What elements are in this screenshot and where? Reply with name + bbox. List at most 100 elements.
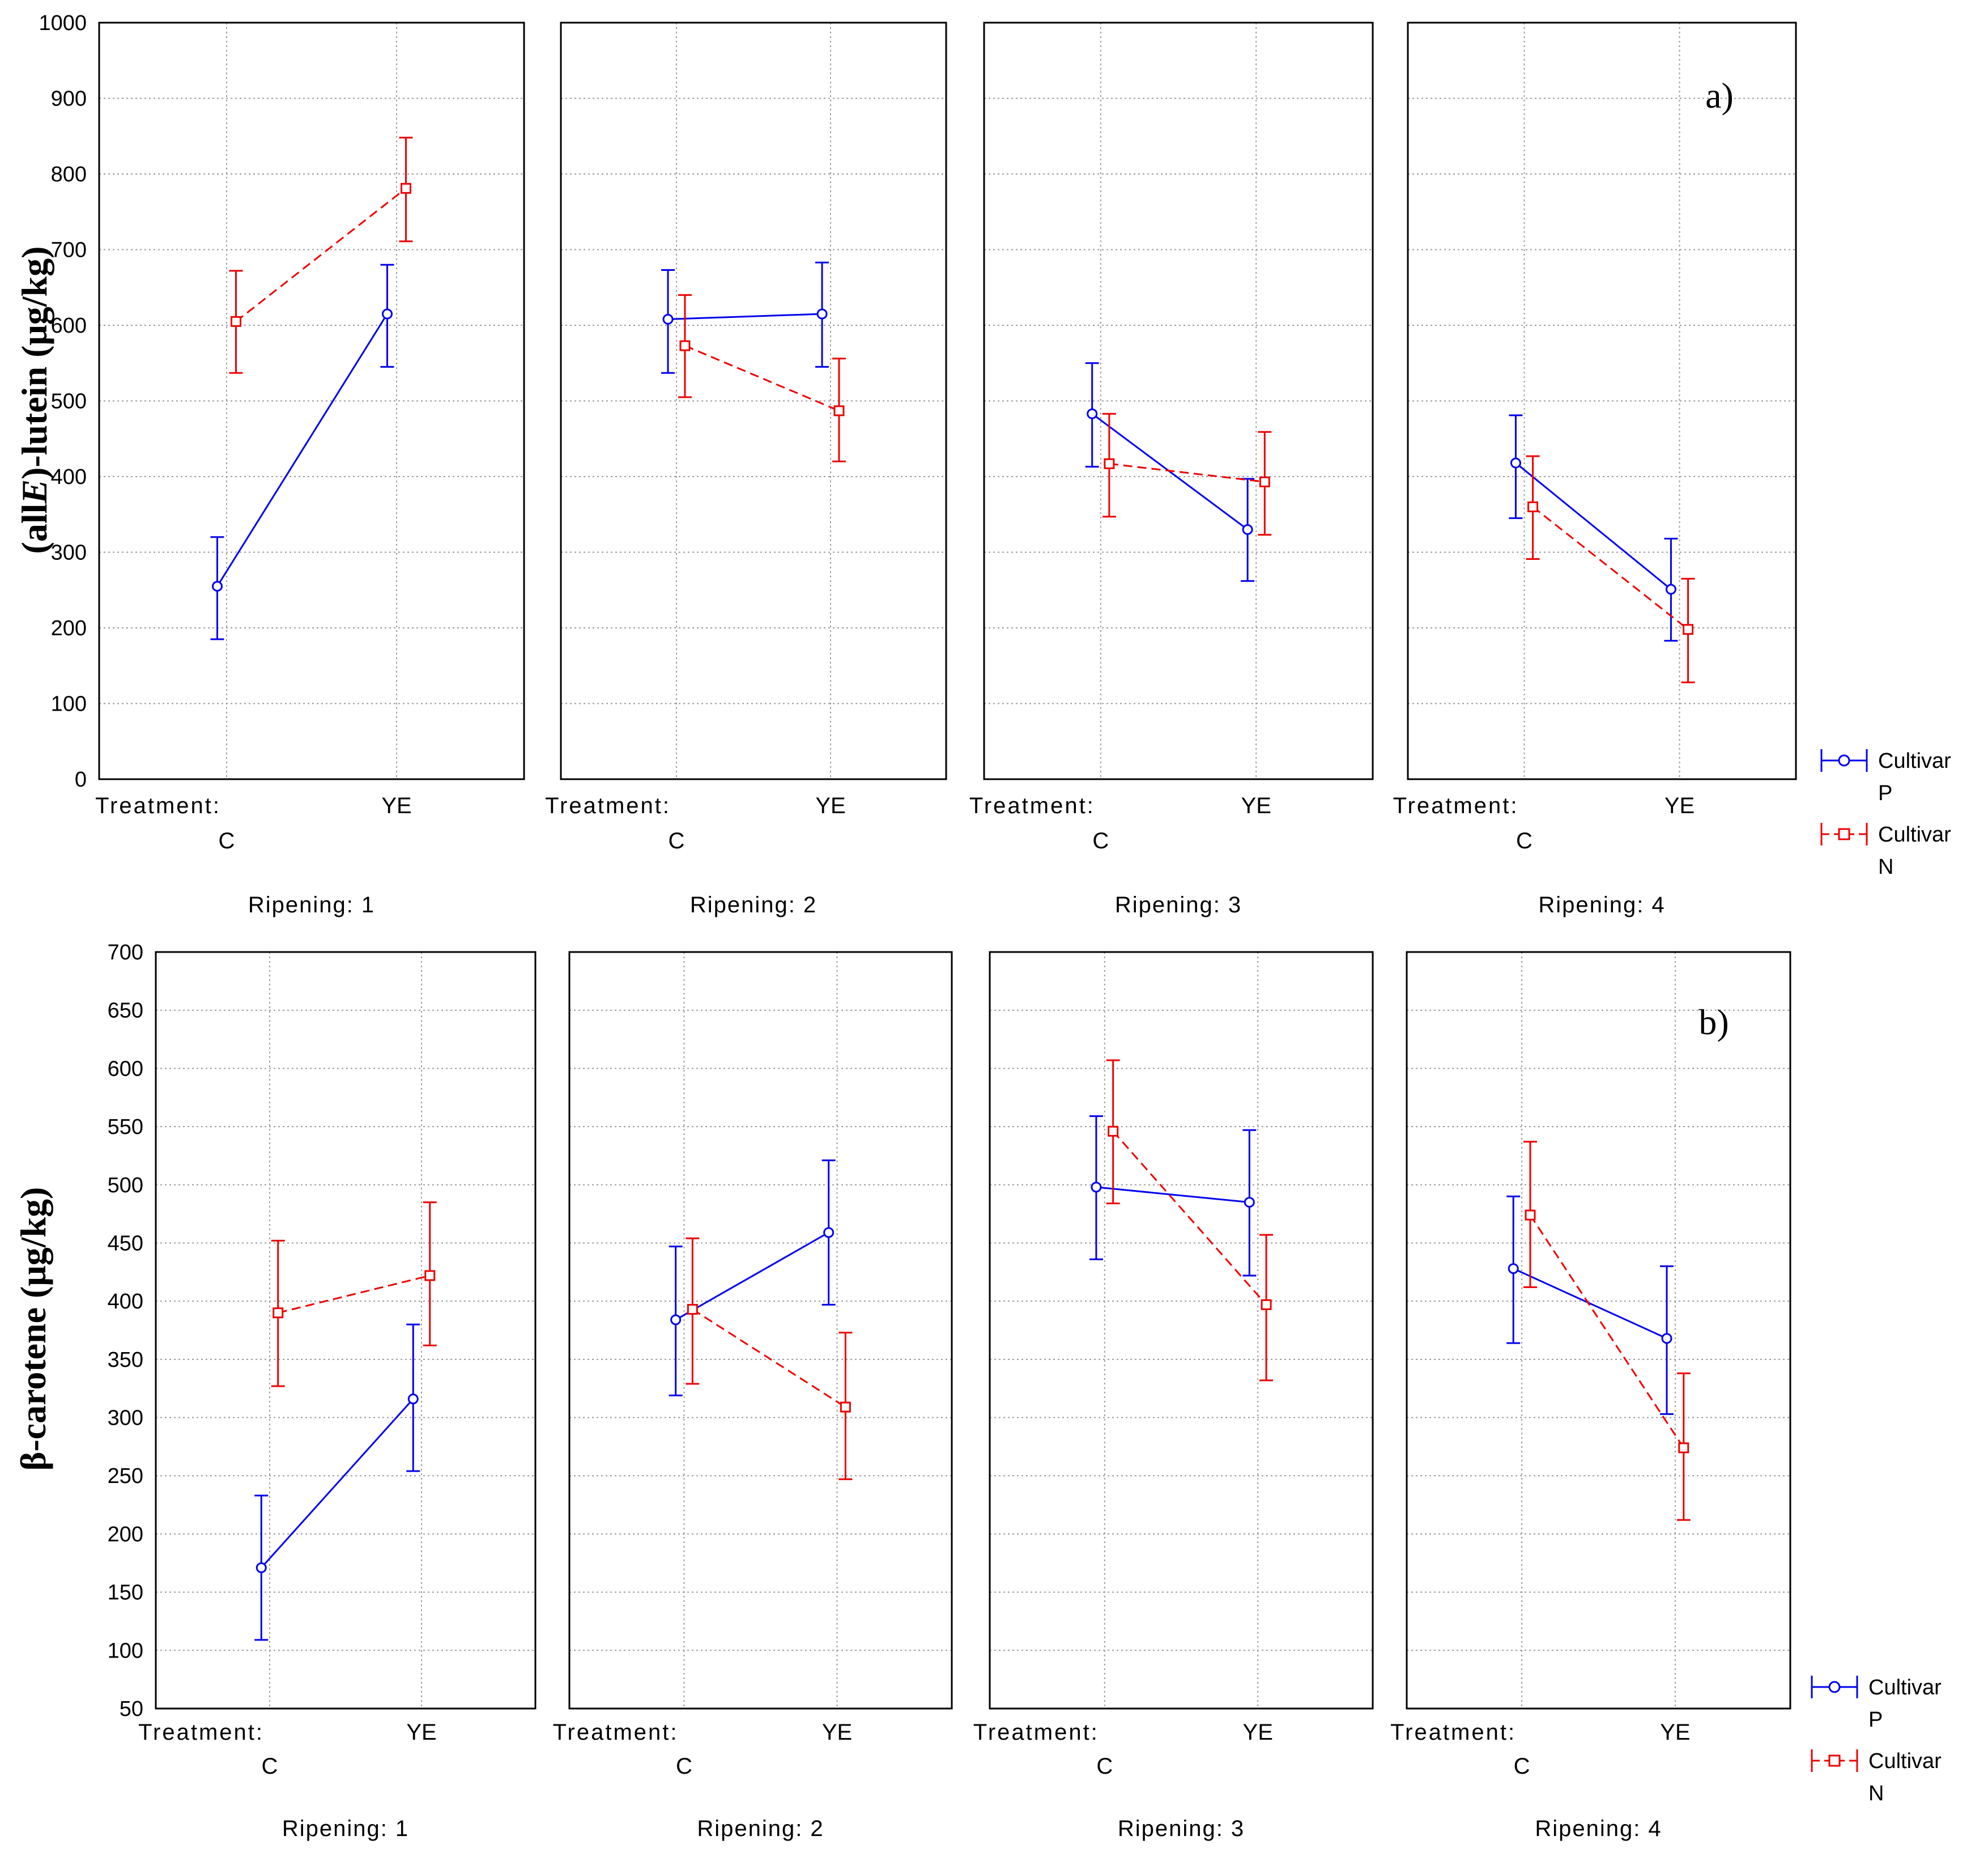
y-tick-label: 650 [108,999,143,1023]
panel-label: b) [1698,1002,1729,1042]
x-category-label: YE [815,793,845,818]
series-line-p [261,1398,414,1569]
data-point-cultivar-p [212,581,223,592]
data-point-cultivar-n [1259,476,1270,487]
data-point-cultivar-n [1261,1299,1272,1310]
x-category-label: C [676,1754,692,1779]
data-point-cultivar-p [823,1227,835,1238]
y-tick-label: 400 [51,465,87,489]
legend-marker [1838,754,1850,767]
y-tick-label: 50 [120,1697,143,1721]
series-line-n [1532,506,1689,630]
treatment-label: Treatment: [545,793,671,818]
data-point-cultivar-n [1678,1442,1689,1454]
y-axis-label: (allE)-lutein (μg/kg) [14,247,54,554]
panel-label: a) [1705,75,1734,116]
legend-label: Cultivar [1868,1749,1942,1773]
y-tick-label: 600 [51,314,87,338]
data-point-cultivar-p [1087,408,1098,419]
plot-frame [989,951,1374,1710]
subplot-title: Ripening: 4 [1535,1816,1662,1841]
x-category-label: C [669,828,685,853]
subplot-ripening-4: Treatment: C YE Ripening: 4 [1390,951,1791,1841]
subplot-ripening-1: Treatment: C YE Ripening: 1 [95,22,525,917]
data-point-cultivar-n [424,1270,436,1281]
data-point-cultivar-p [1091,1182,1102,1193]
series-line-n [278,1274,431,1314]
series-line-p [216,313,388,587]
data-point-cultivar-p [1244,1197,1255,1208]
subplot-title: Ripening: 2 [690,893,817,917]
data-point-cultivar-p [256,1562,267,1573]
subplot-title: Ripening: 3 [1118,1816,1245,1841]
legend-label: P [1868,1708,1883,1732]
series-line-p [1513,1268,1667,1340]
y-tick-label: 450 [108,1231,143,1255]
y-axis-label-part: β-carotene (μg/kg) [13,1187,53,1471]
data-point-cultivar-n [1525,1209,1536,1221]
series-line-p [1515,462,1672,590]
data-point-cultivar-n [231,316,241,327]
data-point-cultivar-n [687,1304,698,1315]
legend-marker [1828,1754,1841,1767]
x-category-label: C [1092,828,1109,853]
subplot-title: Ripening: 2 [697,1816,824,1841]
x-category-label: C [1516,828,1532,853]
y-tick-label: 0 [75,768,87,792]
series-line-p [1091,413,1249,530]
subplot-title: Ripening: 1 [282,1816,409,1841]
y-tick-label: 100 [51,692,87,716]
data-point-cultivar-p [662,313,674,325]
legend-label: P [1878,781,1892,805]
data-point-cultivar-p [1665,584,1676,595]
data-point-cultivar-n [1683,624,1694,635]
legend: Cultivar P Cultivar N [1811,1676,1942,1805]
series-line-p [675,1231,829,1321]
data-point-cultivar-n [833,405,845,417]
y-tick-label: 300 [51,541,87,565]
y-axis-label-part: )-lutein (μg/kg) [14,247,54,479]
legend-label: Cultivar [1878,823,1951,847]
x-category-label: YE [1241,793,1271,818]
data-point-cultivar-p [1508,1263,1519,1274]
plot-frame [568,951,953,1710]
series-line-n [1112,1131,1267,1306]
treatment-label: Treatment: [95,793,221,818]
y-tick-label: 700 [51,239,87,262]
data-point-cultivar-n [1527,501,1539,512]
x-category-label: C [262,1754,278,1779]
y-tick-label: 900 [51,87,87,111]
legend-label: Cultivar [1868,1676,1942,1699]
plot-frame [1406,951,1791,1710]
treatment-label: Treatment: [969,793,1095,818]
subplot-title: Ripening: 4 [1538,893,1665,917]
legend-marker [1828,1681,1841,1693]
series-line-n [1109,462,1265,483]
y-tick-label: 1000 [39,11,87,35]
data-point-cultivar-n [273,1307,284,1319]
plot-frame [560,22,947,780]
data-point-cultivar-p [670,1314,682,1325]
data-point-cultivar-p [382,308,393,320]
series-line-n [1529,1214,1685,1448]
plot-frame [1407,22,1797,780]
series-line-n [692,1308,846,1408]
series-line-n [235,188,407,322]
y-axis-label: β-carotene (μg/kg) [13,1187,53,1471]
x-category-label: YE [1665,793,1695,818]
data-point-cultivar-p [1661,1333,1672,1344]
legend-label: Cultivar [1878,749,1951,773]
y-tick-label: 100 [108,1639,143,1663]
treatment-label: Treatment: [1390,1720,1516,1745]
y-axis-label-part: (all [14,504,54,554]
data-point-cultivar-p [816,308,828,320]
data-point-cultivar-p [1510,457,1521,469]
x-category-label: YE [406,1720,436,1745]
data-point-cultivar-p [407,1393,419,1405]
subplot-ripening-4: Treatment: C YE Ripening: 4 [1393,22,1797,917]
x-category-label: YE [1243,1720,1273,1745]
y-tick-label: 400 [108,1290,143,1314]
y-tick-label: 350 [108,1348,143,1372]
y-tick-label: 200 [51,617,87,640]
